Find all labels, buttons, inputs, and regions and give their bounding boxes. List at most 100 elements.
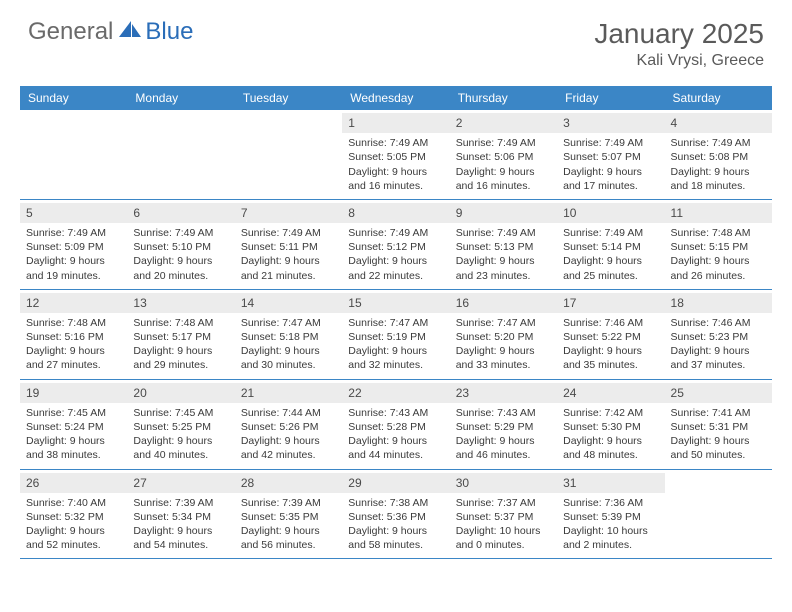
day-cell: 10Sunrise: 7:49 AMSunset: 5:14 PMDayligh… bbox=[557, 200, 664, 289]
sunrise-text: Sunrise: 7:48 AM bbox=[671, 226, 766, 240]
daylight-text: Daylight: 9 hours and 18 minutes. bbox=[671, 165, 766, 193]
day-number: 25 bbox=[665, 383, 772, 403]
sunset-text: Sunset: 5:19 PM bbox=[348, 330, 443, 344]
sunrise-text: Sunrise: 7:49 AM bbox=[563, 226, 658, 240]
day-number: 12 bbox=[20, 293, 127, 313]
day-number: 1 bbox=[342, 113, 449, 133]
sunrise-text: Sunrise: 7:41 AM bbox=[671, 406, 766, 420]
day-cell bbox=[665, 470, 772, 559]
calendar: Sunday Monday Tuesday Wednesday Thursday… bbox=[0, 78, 792, 559]
daylight-text: Daylight: 9 hours and 19 minutes. bbox=[26, 254, 121, 282]
week-row: 12Sunrise: 7:48 AMSunset: 5:16 PMDayligh… bbox=[20, 290, 772, 380]
sunrise-text: Sunrise: 7:49 AM bbox=[456, 226, 551, 240]
sunset-text: Sunset: 5:20 PM bbox=[456, 330, 551, 344]
day-number: 26 bbox=[20, 473, 127, 493]
daylight-text: Daylight: 9 hours and 27 minutes. bbox=[26, 344, 121, 372]
day-cell: 13Sunrise: 7:48 AMSunset: 5:17 PMDayligh… bbox=[127, 290, 234, 379]
day-number: 6 bbox=[127, 203, 234, 223]
daylight-text: Daylight: 9 hours and 52 minutes. bbox=[26, 524, 121, 552]
dayhead-wednesday: Wednesday bbox=[342, 86, 449, 110]
day-cell: 19Sunrise: 7:45 AMSunset: 5:24 PMDayligh… bbox=[20, 380, 127, 469]
sunset-text: Sunset: 5:17 PM bbox=[133, 330, 228, 344]
sunset-text: Sunset: 5:36 PM bbox=[348, 510, 443, 524]
sunrise-text: Sunrise: 7:47 AM bbox=[241, 316, 336, 330]
day-number: 8 bbox=[342, 203, 449, 223]
day-number: 31 bbox=[557, 473, 664, 493]
day-number: 16 bbox=[450, 293, 557, 313]
month-title: January 2025 bbox=[594, 18, 764, 50]
sunrise-text: Sunrise: 7:43 AM bbox=[456, 406, 551, 420]
daylight-text: Daylight: 9 hours and 32 minutes. bbox=[348, 344, 443, 372]
day-cell: 29Sunrise: 7:38 AMSunset: 5:36 PMDayligh… bbox=[342, 470, 449, 559]
day-number: 13 bbox=[127, 293, 234, 313]
dayhead-monday: Monday bbox=[127, 86, 234, 110]
sunrise-text: Sunrise: 7:49 AM bbox=[671, 136, 766, 150]
sunset-text: Sunset: 5:25 PM bbox=[133, 420, 228, 434]
sunrise-text: Sunrise: 7:44 AM bbox=[241, 406, 336, 420]
brand-logo: General Blue bbox=[28, 18, 193, 46]
day-number: 27 bbox=[127, 473, 234, 493]
daylight-text: Daylight: 9 hours and 17 minutes. bbox=[563, 165, 658, 193]
sunset-text: Sunset: 5:08 PM bbox=[671, 150, 766, 164]
day-number bbox=[665, 473, 772, 477]
day-number: 22 bbox=[342, 383, 449, 403]
day-cell: 31 Sunrise: 7:36 AMSunset: 5:39 PMDayligh… bbox=[557, 470, 664, 559]
day-number bbox=[235, 113, 342, 117]
day-number: 28 bbox=[235, 473, 342, 493]
sunset-text: Sunset: 5:16 PM bbox=[26, 330, 121, 344]
daylight-text: Daylight: 9 hours and 22 minutes. bbox=[348, 254, 443, 282]
day-number: 10 bbox=[557, 203, 664, 223]
sunset-text: Sunset: 5:39 PM bbox=[563, 510, 658, 524]
day-cell: 2Sunrise: 7:49 AMSunset: 5:06 PMDaylight… bbox=[450, 110, 557, 199]
sunset-text: Sunset: 5:12 PM bbox=[348, 240, 443, 254]
daylight-text: Daylight: 9 hours and 44 minutes. bbox=[348, 434, 443, 462]
week-row: 19Sunrise: 7:45 AMSunset: 5:24 PMDayligh… bbox=[20, 380, 772, 470]
day-number: 18 bbox=[665, 293, 772, 313]
day-number: 15 bbox=[342, 293, 449, 313]
day-number: 30 bbox=[450, 473, 557, 493]
day-cell: 14Sunrise: 7:47 AMSunset: 5:18 PMDayligh… bbox=[235, 290, 342, 379]
sunset-text: Sunset: 5:11 PM bbox=[241, 240, 336, 254]
dayhead-sunday: Sunday bbox=[20, 86, 127, 110]
sunrise-text: Sunrise: 7:49 AM bbox=[133, 226, 228, 240]
sunrise-text: Sunrise: 7:46 AM bbox=[563, 316, 658, 330]
day-cell: 16Sunrise: 7:47 AMSunset: 5:20 PMDayligh… bbox=[450, 290, 557, 379]
sunset-text: Sunset: 5:06 PM bbox=[456, 150, 551, 164]
day-number: 21 bbox=[235, 383, 342, 403]
day-number: 2 bbox=[450, 113, 557, 133]
day-cell: 9Sunrise: 7:49 AMSunset: 5:13 PMDaylight… bbox=[450, 200, 557, 289]
daylight-text: Daylight: 10 hours and 2 minutes. bbox=[563, 524, 658, 552]
daylight-text: Daylight: 9 hours and 38 minutes. bbox=[26, 434, 121, 462]
day-number bbox=[127, 113, 234, 117]
day-cell: 1Sunrise: 7:49 AMSunset: 5:05 PMDaylight… bbox=[342, 110, 449, 199]
day-cell: 26Sunrise: 7:40 AMSunset: 5:32 PMDayligh… bbox=[20, 470, 127, 559]
daylight-text: Daylight: 10 hours and 0 minutes. bbox=[456, 524, 551, 552]
dayhead-tuesday: Tuesday bbox=[235, 86, 342, 110]
day-cell: 12Sunrise: 7:48 AMSunset: 5:16 PMDayligh… bbox=[20, 290, 127, 379]
sunrise-text: Sunrise: 7:39 AM bbox=[241, 496, 336, 510]
sunrise-text: Sunrise: 7:40 AM bbox=[26, 496, 121, 510]
day-number: 24 bbox=[557, 383, 664, 403]
day-cell bbox=[20, 110, 127, 199]
day-cell bbox=[235, 110, 342, 199]
day-cell: 17Sunrise: 7:46 AMSunset: 5:22 PMDayligh… bbox=[557, 290, 664, 379]
daylight-text: Daylight: 9 hours and 20 minutes. bbox=[133, 254, 228, 282]
day-number bbox=[20, 113, 127, 117]
sunrise-text: Sunrise: 7:49 AM bbox=[563, 136, 658, 150]
day-cell: 6 Sunrise: 7:49 AMSunset: 5:10 PMDaylight… bbox=[127, 200, 234, 289]
sunrise-text: Sunrise: 7:36 AM bbox=[563, 496, 658, 510]
sunset-text: Sunset: 5:10 PM bbox=[133, 240, 228, 254]
sunset-text: Sunset: 5:18 PM bbox=[241, 330, 336, 344]
dayhead-friday: Friday bbox=[557, 86, 664, 110]
day-cell: 27Sunrise: 7:39 AMSunset: 5:34 PMDayligh… bbox=[127, 470, 234, 559]
sunrise-text: Sunrise: 7:46 AM bbox=[671, 316, 766, 330]
sunset-text: Sunset: 5:13 PM bbox=[456, 240, 551, 254]
sunrise-text: Sunrise: 7:45 AM bbox=[133, 406, 228, 420]
week-row: 5Sunrise: 7:49 AMSunset: 5:09 PMDaylight… bbox=[20, 200, 772, 290]
day-cell bbox=[127, 110, 234, 199]
sunrise-text: Sunrise: 7:49 AM bbox=[26, 226, 121, 240]
sunset-text: Sunset: 5:14 PM bbox=[563, 240, 658, 254]
sunrise-text: Sunrise: 7:47 AM bbox=[456, 316, 551, 330]
day-cell: 11Sunrise: 7:48 AMSunset: 5:15 PMDayligh… bbox=[665, 200, 772, 289]
day-number: 17 bbox=[557, 293, 664, 313]
